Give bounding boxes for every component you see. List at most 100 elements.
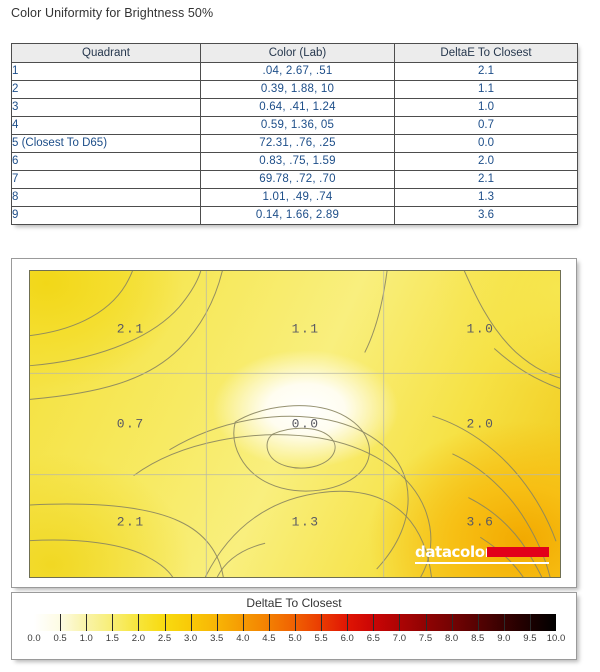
- colorbar-tick-label: 1.0: [79, 633, 93, 644]
- table-row: 1 .04, 2.67, .51 2.1: [11, 62, 578, 81]
- colorbar-tick: [503, 614, 505, 631]
- colorbar-tick: [529, 614, 531, 631]
- heatmap-gridlines: [30, 271, 560, 577]
- colorbar-tick-label: 8.0: [444, 633, 459, 644]
- cell-quadrant: 5 (Closest To D65): [11, 134, 201, 153]
- table-row: 7 69.78, .72, .70 2.1: [11, 170, 578, 189]
- colorbar-tick: [138, 614, 140, 631]
- colorbar-tick: [86, 614, 88, 631]
- cell-color-lab: 69.78, .72, .70: [200, 170, 395, 189]
- heatmap-value-q6: 2.0: [466, 416, 495, 432]
- colorbar-tick: [347, 614, 349, 631]
- heatmap-value-q3: 1.0: [466, 321, 495, 337]
- colorbar-tick-label: 9.0: [497, 633, 511, 644]
- cell-color-lab: 0.39, 1.88, 10: [200, 80, 395, 99]
- colorbar-tick: [164, 614, 166, 631]
- cell-color-lab: 0.64, .41, 1.24: [200, 98, 395, 117]
- cell-deltae: 2.1: [394, 62, 578, 81]
- cell-color-lab: 72.31, .76, .25: [200, 134, 395, 153]
- heatmap-contour-lines: [30, 271, 560, 577]
- colorbar-tick-label: 4.0: [236, 633, 250, 644]
- cell-color-lab: 0.14, 1.66, 2.89: [200, 206, 395, 225]
- heatmap-value-q9: 3.6: [466, 514, 495, 530]
- table-row: 6 0.83, .75, 1.59 2.0: [11, 152, 578, 171]
- table-row: 5 (Closest To D65) 72.31, .76, .25 0.0: [11, 134, 578, 153]
- cell-color-lab: .04, 2.67, .51: [200, 62, 395, 81]
- table-header-row: Quadrant Color (Lab) DeltaE To Closest: [11, 43, 578, 63]
- colorbar-tick-label: 10.0: [546, 633, 566, 644]
- colorbar-tick-label: 2.0: [131, 633, 145, 644]
- colorbar-tick-label: 4.5: [262, 633, 276, 644]
- colorbar-tick: [295, 614, 296, 631]
- colorbar-tick-label: 3.0: [183, 633, 198, 644]
- heatmap-value-q2: 1.1: [291, 321, 320, 337]
- colorbar-tick-label: 0.0: [27, 633, 41, 644]
- cell-color-lab: 1.01, .49, .74: [200, 188, 395, 207]
- table-row: 2 0.39, 1.88, 10 1.1: [11, 80, 578, 99]
- colorbar-tick: [216, 614, 218, 631]
- colorbar-tick: [242, 614, 244, 631]
- cell-quadrant: 1: [11, 62, 201, 81]
- cell-deltae: 0.7: [394, 116, 578, 135]
- colorbar-tick: [373, 614, 375, 631]
- datacolor-logo: datacolor: [415, 544, 549, 568]
- colorbar-tick: [477, 614, 479, 631]
- cell-quadrant: 7: [11, 170, 201, 189]
- colorbar-tick: [60, 614, 62, 631]
- cell-color-lab: 0.83, .75, 1.59: [200, 152, 395, 171]
- cell-quadrant: 3: [11, 98, 201, 117]
- heatmap-value-q7: 2.1: [116, 514, 145, 530]
- cell-deltae: 1.1: [394, 80, 578, 99]
- heatmap-color-field: [30, 271, 560, 577]
- cell-deltae: 2.1: [394, 170, 578, 189]
- cell-deltae: 3.6: [394, 206, 578, 225]
- colorbar-tick-label: 5.0: [288, 633, 302, 644]
- datacolor-wordmark: datacolor: [415, 543, 492, 561]
- cell-deltae: 2.0: [394, 152, 578, 171]
- datacolor-underline: [415, 562, 549, 564]
- colorbar-tick-label: 3.5: [210, 633, 224, 644]
- colorbar-gradient-wrap: [34, 614, 556, 631]
- cell-deltae: 0.0: [394, 134, 578, 153]
- colorbar-tick-label: 8.5: [471, 633, 485, 644]
- cell-deltae: 1.0: [394, 98, 578, 117]
- cell-quadrant: 2: [11, 80, 201, 99]
- colorbar-title: DeltaE To Closest: [246, 596, 342, 610]
- colorbar-tick: [268, 614, 270, 631]
- table-body: 1 .04, 2.67, .51 2.1 2 0.39, 1.88, 10 1.…: [11, 62, 578, 225]
- uniformity-heatmap-panel: 2.1 1.1 1.0 0.7 0.0 2.0 2.1 1.3 3.6 data…: [11, 258, 577, 588]
- heatmap-value-q1: 2.1: [116, 321, 145, 337]
- colorbar-tick-label: 7.0: [392, 633, 406, 644]
- colorbar-tick-label: 2.5: [157, 633, 172, 644]
- table-row: 9 0.14, 1.66, 2.89 3.6: [11, 206, 578, 225]
- table-row: 8 1.01, .49, .74 1.3: [11, 188, 578, 207]
- uniformity-table: Quadrant Color (Lab) DeltaE To Closest 1…: [11, 43, 578, 225]
- colorbar-tick-label: 5.5: [314, 633, 328, 644]
- colorbar-tick: [399, 614, 401, 631]
- cell-quadrant: 9: [11, 206, 201, 225]
- page-title: Color Uniformity for Brightness 50%: [11, 6, 214, 20]
- colorbar-tick: [321, 614, 323, 631]
- table-row: 3 0.64, .41, 1.24 1.0: [11, 98, 578, 117]
- column-header-quadrant: Quadrant: [11, 43, 201, 63]
- heatmap-value-q5: 0.0: [291, 416, 320, 432]
- cell-quadrant: 8: [11, 188, 201, 207]
- colorbar-tick: [112, 614, 114, 631]
- column-header-deltae: DeltaE To Closest: [394, 43, 578, 63]
- colorbar-tick: [190, 614, 192, 631]
- colorbar-tick-label: 7.5: [418, 633, 433, 644]
- column-header-color-lab: Color (Lab): [200, 43, 395, 63]
- datacolor-red-bar: [487, 547, 549, 557]
- cell-quadrant: 4: [11, 116, 201, 135]
- colorbar-tick-label: 9.5: [523, 633, 537, 644]
- uniformity-heatmap-plot: 2.1 1.1 1.0 0.7 0.0 2.0 2.1 1.3 3.6 data…: [29, 270, 561, 578]
- cell-deltae: 1.3: [394, 188, 578, 207]
- colorbar-tick-label: 6.5: [366, 633, 380, 644]
- colorbar-tick: [451, 614, 453, 631]
- heatmap-value-q8: 1.3: [291, 514, 320, 530]
- cell-color-lab: 0.59, 1.36, 05: [200, 116, 395, 135]
- colorbar-legend-panel: DeltaE To Closest 0.0 0.5 1.0 1.5 2.0 2.5 3.0 3…: [11, 592, 577, 660]
- heatmap-value-q4: 0.7: [116, 416, 145, 432]
- colorbar-tick-label: 1.5: [105, 633, 119, 644]
- colorbar-tick-label: 6.0: [340, 633, 354, 644]
